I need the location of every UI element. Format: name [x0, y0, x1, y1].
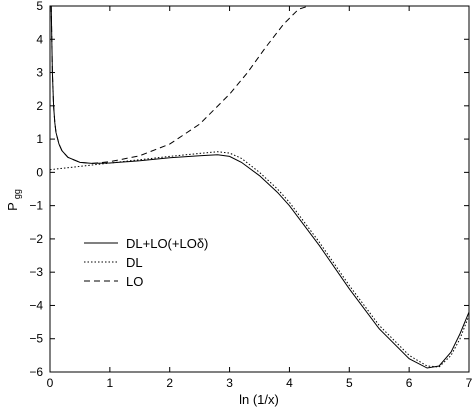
- x-tick-label: 0: [47, 376, 54, 390]
- axis-ticks: 0 1 2 3 4 5 6 7 −6 −5 −4 −3 −2 −1 0 1 2 3 4 5: [29, 0, 472, 390]
- x-tick-label: 5: [346, 376, 353, 390]
- y-axis-label-sub: gg: [12, 189, 22, 199]
- y-tick-label: −4: [29, 298, 43, 312]
- y-axis-label-main: P: [5, 202, 20, 211]
- plot-frame: [49, 5, 470, 373]
- series-line-dl: [50, 151, 469, 368]
- y-axis-label: Pgg: [5, 189, 22, 211]
- x-tick-label: 3: [226, 376, 233, 390]
- y-tick-label: 2: [36, 99, 43, 113]
- series-group: [50, 6, 469, 369]
- y-tick-label: −2: [29, 232, 43, 246]
- x-tick-label: 4: [286, 376, 293, 390]
- y-tick-label: −3: [29, 265, 43, 279]
- x-tick-label: 2: [166, 376, 173, 390]
- y-tick-label: 1: [36, 132, 43, 146]
- y-tick-label: −6: [29, 365, 43, 379]
- legend-label: LO: [126, 274, 143, 289]
- x-tick-label: 1: [107, 376, 114, 390]
- y-tick-label: −5: [29, 332, 43, 346]
- legend: DL+LO(+LOδ) DL LO: [84, 236, 208, 289]
- x-tick-label: 7: [466, 376, 473, 390]
- x-tick-label: 6: [406, 376, 413, 390]
- y-tick-label: 3: [36, 66, 43, 80]
- x-axis-label: ln (1/x): [239, 392, 279, 407]
- y-tick-label: 5: [36, 0, 43, 13]
- y-tick-label: −1: [29, 199, 43, 213]
- y-tick-label: 0: [36, 165, 43, 179]
- legend-label: DL: [126, 255, 143, 270]
- legend-label: DL+LO(+LOδ): [126, 236, 208, 251]
- series-line-dl-lo: [50, 6, 469, 369]
- svg-text:Pgg: Pgg: [5, 189, 22, 211]
- series-line-lo: [50, 6, 309, 164]
- y-tick-label: 4: [36, 32, 43, 46]
